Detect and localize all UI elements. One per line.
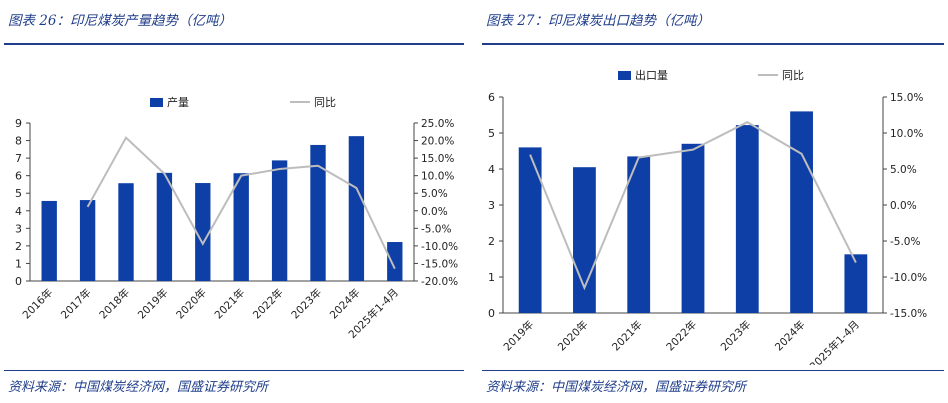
legend-label: 同比 (314, 96, 336, 109)
divider (482, 43, 944, 45)
y2-tick-label: -20.0% (421, 276, 458, 288)
bar-4 (156, 172, 173, 281)
y2-tick-label: 15.0% (421, 153, 454, 165)
y-tick-label: 6 (15, 170, 22, 183)
chart-panel-export: 图表 27：印尼煤炭出口趋势（亿吨） 0 1 2 3 4 5 6 -15.0% -10.0% -5… (478, 0, 948, 403)
source-note: 资料来源：中国煤炭经济网，国盛证券研究所 (8, 380, 269, 395)
x-tick-label: 2024年 (327, 286, 363, 322)
bar-1 (518, 147, 542, 313)
y-tick-label: 5 (488, 127, 495, 140)
bar-10 (387, 242, 403, 281)
y2-tick-label: -5.0% (890, 236, 920, 248)
x-tick-label: 2020年 (555, 318, 591, 354)
x-tick-label: 2017年 (58, 286, 94, 322)
y-tick-label: 3 (488, 199, 495, 212)
y2-tick-label: -10.0% (890, 272, 927, 284)
x-tick-label: 2016年 (20, 286, 56, 322)
production-chart: 0 1 2 3 4 5 6 7 8 9 -20.0% -15.0% -10.0% -5.0% 0.0% 5.0… (15, 95, 458, 341)
y-tick-label: 1 (488, 271, 495, 284)
chart-title: 图表 27：印尼煤炭出口趋势（亿吨） (486, 13, 710, 29)
source-note: 资料来源：中国煤炭经济网，国盛证券研究所 (486, 380, 747, 395)
x-tick-label: 2023年 (718, 318, 754, 354)
y-tick-label: 4 (15, 205, 22, 218)
y-tick-label: 0 (15, 275, 22, 288)
bar-5 (735, 125, 759, 313)
series-line-yoy (529, 121, 857, 291)
x-tick-label: 2021年 (609, 318, 645, 354)
x-tick-label: 2022年 (664, 318, 700, 354)
bar-7 (844, 254, 868, 313)
bar-3 (118, 183, 134, 281)
series-line-yoy (86, 136, 396, 270)
y2-tick-label: 10.0% (890, 128, 923, 140)
divider (482, 370, 944, 371)
y2-tick-label: 5.0% (421, 188, 448, 200)
export-chart: 0 1 2 3 4 5 6 -15.0% -10.0% -5.0% 0.0% 5.0% 10.0% 15.… (488, 68, 927, 365)
x-tick-label: 2023年 (289, 286, 325, 322)
y2-tick-label: -15.0% (421, 258, 458, 270)
y2-tick-label: -15.0% (890, 308, 927, 320)
y-tick-label: 9 (15, 117, 22, 130)
divider (4, 43, 464, 45)
bar-4 (681, 143, 705, 313)
bar-3 (627, 156, 651, 313)
y-tick-label: 0 (488, 307, 495, 320)
y-tick-label: 4 (488, 163, 495, 176)
y2-tick-label: 20.0% (421, 136, 454, 148)
y2-tick-label: 10.0% (421, 171, 454, 183)
chart-title: 图表 26：印尼煤炭产量趋势（亿吨） (8, 13, 232, 29)
x-tick-label: 2018年 (97, 286, 133, 322)
x-tick-label: 2025年1-4月 (807, 318, 862, 365)
bar-2 (79, 200, 96, 281)
y2-tick-label: 25.0% (421, 118, 454, 130)
x-tick-label: 2022年 (250, 286, 286, 322)
x-tick-label: 2019年 (135, 286, 171, 322)
legend-label: 同比 (782, 69, 804, 82)
divider (4, 370, 464, 371)
y2-tick-label: 5.0% (890, 164, 917, 176)
legend-swatch-bar (618, 71, 631, 80)
bar-7 (271, 160, 288, 281)
legend-label: 出口量 (635, 68, 668, 82)
y-tick-label: 5 (15, 187, 22, 200)
bar-6 (790, 111, 813, 314)
y2-tick-label: -5.0% (421, 223, 451, 235)
chart-panel-production: 图表 26：印尼煤炭产量趋势（亿吨） 0 1 2 3 4 5 6 7 8 9 -20.0% -15.0… (0, 0, 468, 403)
bar-5 (195, 183, 211, 281)
legend-swatch-bar (150, 98, 163, 107)
bar-9 (348, 136, 365, 281)
y2-tick-label: 0.0% (421, 206, 448, 218)
y-tick-label: 2 (488, 235, 495, 248)
y2-tick-label: 0.0% (890, 200, 917, 212)
x-tick-label: 2019年 (501, 318, 537, 354)
legend-label: 产量 (167, 95, 189, 109)
y-tick-label: 8 (15, 135, 22, 148)
bar-1 (41, 200, 57, 281)
x-tick-label: 2021年 (212, 286, 248, 322)
x-tick-label: 2024年 (772, 318, 808, 354)
x-tick-label: 2020年 (173, 286, 209, 322)
bar-2 (573, 167, 596, 313)
y2-tick-label: -10.0% (421, 241, 458, 253)
bar-6 (233, 173, 249, 281)
y-tick-label: 6 (488, 91, 495, 104)
y2-tick-label: 15.0% (890, 92, 923, 104)
y-tick-label: 2 (15, 240, 22, 253)
y-tick-label: 7 (15, 152, 22, 165)
y-tick-label: 1 (15, 257, 22, 270)
bar-8 (310, 144, 326, 281)
y-tick-label: 3 (15, 222, 22, 235)
